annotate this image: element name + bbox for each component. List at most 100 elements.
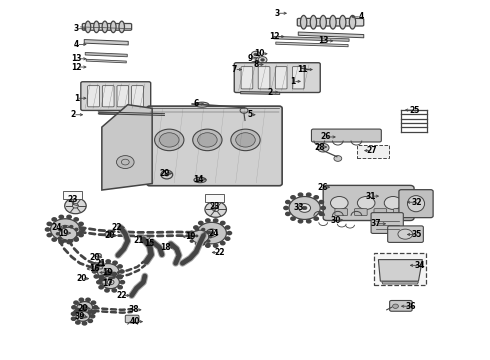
Circle shape (58, 228, 61, 230)
Circle shape (258, 57, 267, 63)
Circle shape (90, 315, 95, 318)
Circle shape (321, 206, 325, 210)
Circle shape (225, 226, 230, 229)
Circle shape (190, 240, 193, 242)
Circle shape (286, 201, 290, 204)
Circle shape (88, 319, 93, 323)
Text: 30: 30 (330, 216, 341, 225)
Circle shape (253, 63, 257, 66)
Circle shape (79, 313, 84, 316)
Text: 32: 32 (412, 198, 422, 207)
Circle shape (105, 289, 109, 292)
Circle shape (70, 226, 73, 228)
Circle shape (202, 243, 205, 245)
Circle shape (77, 233, 80, 235)
FancyBboxPatch shape (297, 18, 364, 26)
Text: 38: 38 (128, 305, 139, 314)
Text: 3: 3 (274, 9, 279, 18)
Circle shape (206, 219, 210, 222)
Text: 3: 3 (74, 24, 79, 33)
Circle shape (120, 270, 124, 273)
Text: 7: 7 (232, 65, 237, 74)
Circle shape (88, 310, 93, 313)
Circle shape (302, 206, 307, 210)
Ellipse shape (320, 15, 326, 29)
FancyBboxPatch shape (312, 129, 381, 142)
Text: 6: 6 (194, 99, 199, 108)
Circle shape (74, 301, 78, 304)
Circle shape (67, 215, 72, 219)
FancyBboxPatch shape (371, 213, 403, 233)
Circle shape (65, 198, 86, 214)
Text: 2: 2 (71, 110, 75, 119)
Circle shape (60, 225, 71, 234)
Text: 33: 33 (294, 203, 304, 212)
Circle shape (291, 217, 295, 220)
Circle shape (47, 234, 51, 237)
Circle shape (297, 66, 303, 70)
Circle shape (120, 280, 124, 284)
FancyBboxPatch shape (125, 315, 139, 323)
Text: 37: 37 (370, 219, 381, 228)
Text: 18: 18 (161, 243, 171, 252)
Bar (63, 191, 82, 199)
Bar (374, 253, 426, 285)
Ellipse shape (300, 15, 307, 29)
Bar (205, 194, 223, 202)
Circle shape (236, 133, 255, 147)
Circle shape (286, 212, 290, 216)
Ellipse shape (195, 102, 209, 107)
Circle shape (231, 129, 260, 151)
Circle shape (102, 276, 120, 289)
Circle shape (254, 53, 258, 56)
Circle shape (118, 285, 122, 289)
Text: 24: 24 (208, 229, 219, 238)
Circle shape (213, 207, 219, 212)
Circle shape (98, 264, 119, 279)
Text: 20: 20 (77, 304, 88, 313)
Circle shape (210, 231, 214, 235)
Circle shape (64, 226, 67, 228)
Circle shape (205, 202, 226, 217)
Circle shape (75, 321, 80, 324)
Ellipse shape (102, 21, 108, 33)
Circle shape (93, 306, 98, 309)
FancyBboxPatch shape (132, 86, 144, 107)
Circle shape (206, 244, 210, 247)
Text: 20: 20 (104, 231, 115, 240)
Circle shape (207, 240, 210, 242)
Circle shape (63, 228, 68, 231)
Circle shape (72, 312, 76, 315)
Circle shape (318, 143, 329, 152)
Text: 19: 19 (185, 232, 196, 241)
Ellipse shape (310, 15, 317, 29)
Circle shape (197, 133, 217, 147)
Circle shape (194, 226, 198, 229)
Text: 2: 2 (268, 87, 273, 96)
Circle shape (192, 231, 196, 235)
Text: 22: 22 (214, 248, 225, 257)
Circle shape (56, 233, 59, 235)
Circle shape (82, 307, 87, 311)
Text: 23: 23 (68, 195, 78, 204)
Circle shape (79, 234, 83, 237)
Circle shape (240, 108, 248, 113)
Circle shape (250, 61, 259, 68)
Circle shape (319, 201, 323, 204)
Circle shape (289, 197, 320, 220)
Circle shape (82, 305, 88, 310)
Circle shape (99, 261, 103, 264)
Text: 9: 9 (247, 54, 252, 63)
Circle shape (97, 280, 101, 284)
Circle shape (91, 301, 96, 304)
Circle shape (236, 66, 243, 71)
FancyBboxPatch shape (241, 67, 253, 89)
Text: 34: 34 (415, 261, 425, 270)
Text: 25: 25 (410, 105, 420, 114)
Text: 4: 4 (359, 12, 364, 21)
Circle shape (72, 306, 76, 309)
Circle shape (291, 196, 295, 199)
Ellipse shape (197, 179, 203, 181)
Circle shape (117, 156, 134, 168)
Circle shape (107, 270, 110, 273)
